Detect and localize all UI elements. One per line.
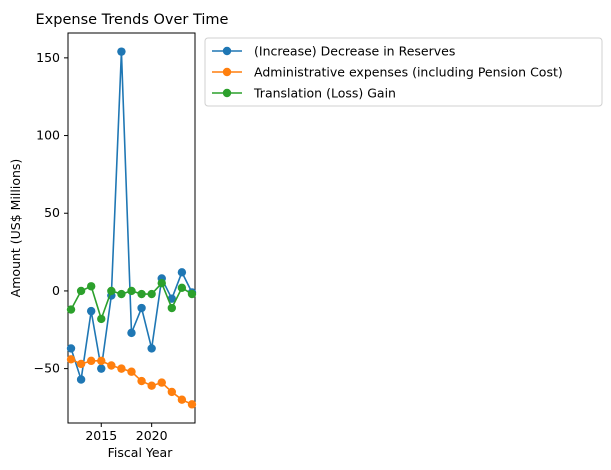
series-3 <box>66 278 197 324</box>
data-point <box>97 356 106 366</box>
legend-label: Translation (Loss) Gain <box>253 86 396 101</box>
data-point <box>167 303 177 313</box>
plot-area <box>67 32 196 424</box>
data-point <box>76 359 86 369</box>
legend-label: Administrative expenses (including Pensi… <box>254 65 563 80</box>
data-point <box>66 355 76 364</box>
data-point <box>147 289 156 299</box>
y-tick-label: 100 <box>36 128 60 143</box>
y-tick-label: 150 <box>36 50 60 65</box>
data-point <box>66 344 76 353</box>
y-axis-label: Amount (US$ Millions) <box>8 159 23 298</box>
data-point <box>187 289 197 299</box>
data-point <box>97 314 106 324</box>
data-point <box>177 268 187 277</box>
data-point <box>76 375 86 384</box>
series-layer <box>66 47 197 409</box>
x-tick-label: 2020 <box>136 428 168 443</box>
y-axis-ticks: −50 0 50 100 150 <box>34 50 68 376</box>
data-point <box>117 364 126 373</box>
data-point <box>117 47 126 56</box>
x-axis-ticks: 2015 2020 <box>85 423 168 443</box>
data-point <box>187 400 197 409</box>
data-point <box>177 395 187 404</box>
series-2 <box>66 355 197 409</box>
data-point <box>76 286 86 296</box>
plot-frame <box>67 32 196 424</box>
data-point <box>97 364 106 373</box>
y-tick-label: −50 <box>34 361 60 376</box>
x-axis-label: Fiscal Year <box>108 445 174 460</box>
data-point <box>137 303 146 313</box>
data-point <box>86 356 96 366</box>
data-point <box>157 278 166 288</box>
data-point <box>86 282 96 291</box>
y-tick-label: 50 <box>44 205 60 220</box>
legend: (Increase) Decrease in Reserves Administr… <box>204 37 603 107</box>
legend-marker <box>222 88 232 98</box>
data-point <box>137 289 146 299</box>
data-point <box>86 306 96 316</box>
data-point <box>137 376 146 386</box>
y-tick-label: 0 <box>52 283 60 298</box>
legend-label: (Increase) Decrease in Reserves <box>254 44 455 59</box>
data-point <box>177 283 187 293</box>
chart-title: Expense Trends Over Time <box>36 12 229 28</box>
data-point <box>127 367 136 376</box>
data-point <box>107 361 116 370</box>
data-point <box>147 344 156 353</box>
legend-box <box>204 37 603 107</box>
data-point <box>127 286 136 296</box>
data-point <box>157 378 166 387</box>
data-point <box>127 328 136 338</box>
legend-marker <box>222 67 232 77</box>
data-point <box>66 305 76 314</box>
data-point <box>147 381 156 390</box>
legend-marker <box>222 46 232 56</box>
data-point <box>107 286 116 296</box>
data-point <box>167 387 177 397</box>
x-tick-label: 2015 <box>85 428 117 443</box>
data-point <box>117 289 126 299</box>
